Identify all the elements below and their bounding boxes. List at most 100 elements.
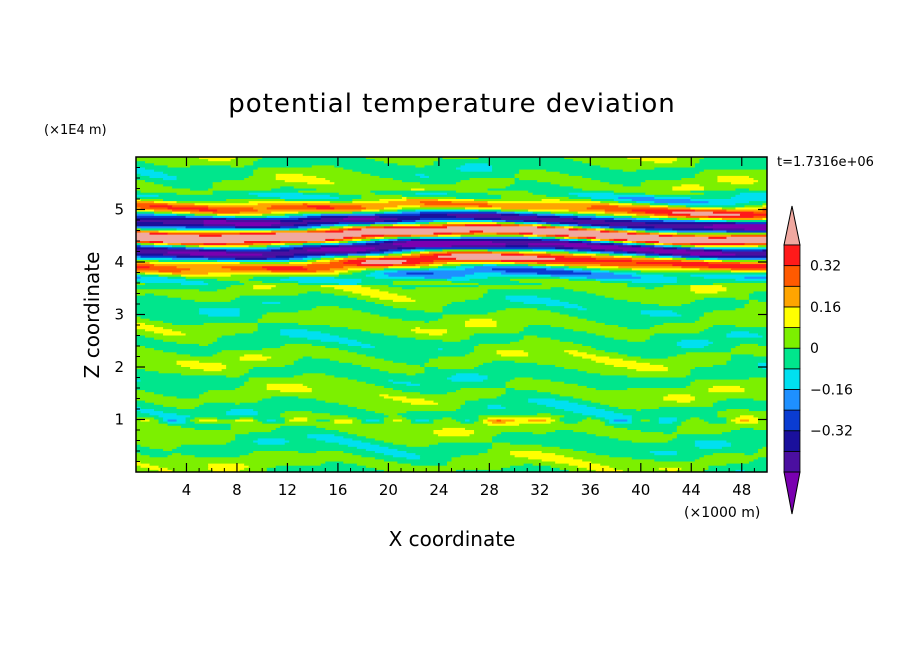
contour-cell — [694, 444, 732, 448]
contour-cell — [298, 280, 362, 284]
contour-cell — [257, 438, 286, 442]
contour-cell — [311, 262, 331, 265]
contour-cell — [631, 457, 700, 460]
contour-cell — [582, 419, 601, 423]
contour-cell — [586, 352, 619, 355]
contour-cell — [753, 354, 767, 358]
contour-cell — [627, 243, 637, 246]
contour-cell — [496, 325, 529, 328]
contour-cell — [474, 217, 502, 221]
contour-cell — [451, 301, 525, 305]
contour-cell — [356, 257, 380, 261]
contour-cell — [631, 209, 696, 213]
contour-cell — [595, 333, 655, 337]
contour-cell — [280, 245, 290, 248]
contour-cell — [248, 201, 331, 204]
contour-cell — [726, 463, 767, 467]
contour-cell — [154, 293, 299, 297]
contour-cell — [406, 199, 439, 202]
contour-cell — [298, 310, 362, 313]
contour-cell — [253, 285, 277, 288]
contour-cell — [465, 274, 552, 278]
contour-cell — [501, 272, 538, 276]
contour-cell — [280, 301, 376, 305]
contour-cell — [167, 295, 241, 299]
contour-cell — [595, 453, 655, 456]
contour-cell — [573, 226, 583, 229]
contour-cell — [456, 419, 466, 423]
contour-cell — [505, 308, 538, 311]
contour-cell — [658, 234, 673, 238]
x-tick-label: 24 — [429, 481, 448, 499]
contour-cell — [361, 421, 385, 425]
contour-cell — [703, 276, 746, 280]
contour-cell — [352, 226, 367, 229]
contour-cell — [519, 423, 606, 427]
contour-cell — [730, 442, 767, 446]
contour-cell — [437, 159, 574, 162]
contour-cell — [307, 215, 322, 219]
contour-cell — [136, 226, 187, 229]
contour-cell — [437, 348, 444, 351]
contour-cell — [627, 427, 678, 431]
contour-cell — [505, 297, 552, 301]
contour-cell — [370, 190, 457, 194]
contour-cell — [361, 234, 385, 238]
contour-cell — [262, 421, 286, 425]
contour-cell — [253, 451, 299, 454]
contour-cell — [478, 364, 556, 368]
contour-cell — [541, 444, 696, 448]
contour-cell — [307, 230, 326, 234]
contour-cell — [410, 188, 426, 192]
contour-cell — [667, 469, 678, 472]
contour-cell — [136, 184, 164, 187]
contour-cell — [392, 178, 471, 181]
contour-cell — [591, 224, 610, 227]
contour-cell — [451, 280, 520, 284]
contour-cell — [663, 398, 696, 402]
contour-cell — [735, 278, 767, 282]
contour-cell — [136, 169, 155, 173]
contour-cell — [379, 199, 408, 202]
contour-cell — [136, 230, 142, 234]
contour-cell — [136, 364, 182, 368]
contour-cell — [374, 159, 439, 162]
contour-cell — [451, 379, 484, 383]
contour-cell — [451, 457, 529, 460]
contour-cell — [757, 333, 767, 337]
contour-cell — [478, 419, 484, 423]
contour-cell — [487, 192, 534, 196]
contour-cell — [591, 270, 610, 274]
contour-cell — [564, 367, 628, 370]
contour-cell — [289, 215, 308, 219]
contour-cell — [329, 194, 362, 198]
contour-cell — [370, 287, 403, 290]
x-tick-label: 48 — [732, 481, 751, 499]
contour-cell — [586, 308, 737, 311]
contour-cell — [212, 354, 245, 358]
contour-cell — [253, 331, 281, 334]
contour-cell — [284, 417, 295, 421]
contour-cell — [487, 203, 610, 206]
contour-cell — [356, 434, 439, 437]
contour-cell — [136, 182, 155, 185]
contour-cell — [496, 434, 597, 437]
contour-cell — [338, 360, 394, 364]
contour-cell — [136, 325, 155, 328]
contour-cell — [474, 232, 498, 236]
contour-cell — [136, 316, 142, 320]
contour-cell — [352, 291, 389, 295]
contour-cell — [136, 413, 151, 416]
contour-cell — [627, 251, 637, 255]
contour-cell — [667, 205, 687, 208]
contour-cell — [136, 272, 146, 276]
contour-cell — [478, 398, 529, 402]
contour-cell — [311, 411, 376, 414]
contour-cell — [591, 255, 615, 259]
contour-cell — [320, 245, 340, 248]
contour-cell — [257, 159, 376, 162]
contour-cell — [136, 308, 200, 311]
contour-cell — [573, 411, 615, 414]
contour-cell — [410, 234, 439, 238]
contour-cell — [645, 255, 660, 259]
